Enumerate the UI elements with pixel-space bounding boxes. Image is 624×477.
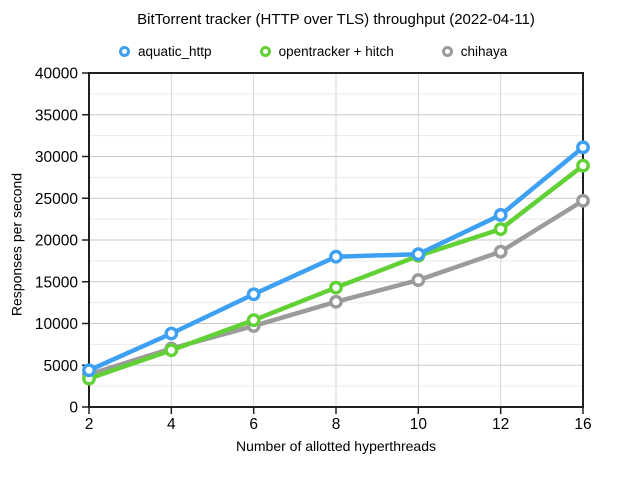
svg-text:30000: 30000 <box>35 149 78 166</box>
svg-text:12: 12 <box>492 416 509 433</box>
svg-text:2: 2 <box>85 416 94 433</box>
legend-label: chihaya <box>460 43 508 59</box>
svg-text:5000: 5000 <box>44 358 79 375</box>
svg-text:6: 6 <box>249 416 258 433</box>
legend-marker-ring-icon <box>119 45 130 57</box>
chart-title: BitTorrent tracker (HTTP over TLS) throu… <box>137 11 535 28</box>
svg-text:20000: 20000 <box>35 233 78 250</box>
svg-text:40000: 40000 <box>35 66 78 83</box>
svg-text:4: 4 <box>167 416 176 433</box>
svg-text:15000: 15000 <box>35 274 78 291</box>
legend-item-aquatic-http: aquatic_http <box>119 44 212 59</box>
svg-text:10: 10 <box>410 416 428 433</box>
svg-text:16: 16 <box>574 416 591 433</box>
legend-marker-ring-icon <box>441 45 453 57</box>
x-axis-title: Number of allotted hyperthreads <box>236 438 436 454</box>
legend-item-opentracker-hitch: opentracker + hitch <box>259 43 394 59</box>
legend-label: aquatic_http <box>138 43 212 59</box>
svg-text:25000: 25000 <box>35 191 78 208</box>
legend-marker-ring-icon <box>259 45 271 57</box>
svg-text:35000: 35000 <box>35 107 78 124</box>
chart-legend: aquatic_http opentracker + hitch chihaya <box>119 43 507 59</box>
legend-label: opentracker + hitch <box>278 43 394 59</box>
svg-text:0: 0 <box>69 400 78 417</box>
svg-text:10000: 10000 <box>35 316 78 333</box>
legend-item-chihaya: chihaya <box>441 43 508 59</box>
svg-text:8: 8 <box>332 416 341 433</box>
